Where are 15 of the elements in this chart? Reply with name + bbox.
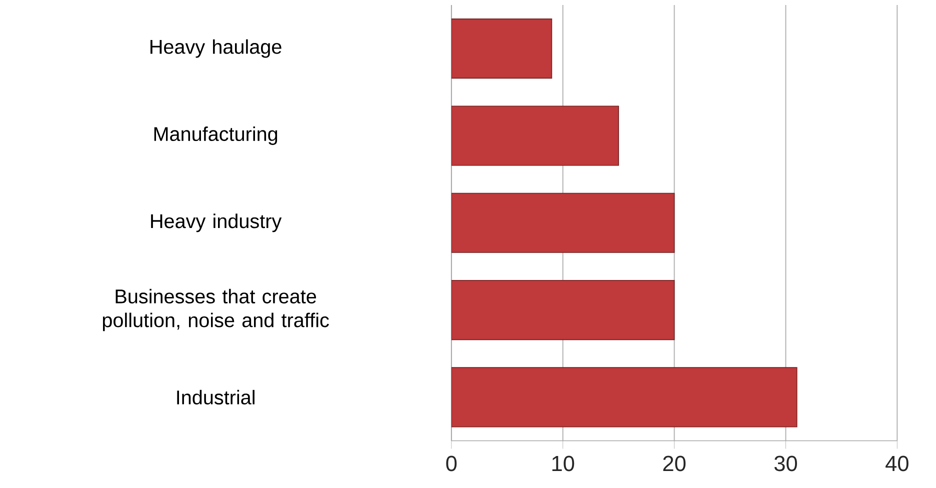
- y-tick-label: Industrial: [177, 390, 254, 405]
- y-tick-label: Heavy industry: [151, 214, 282, 232]
- x-tick-label: 10: [552, 456, 574, 472]
- x-tick-label: 0: [446, 456, 457, 472]
- bar: [451, 280, 675, 340]
- bar: [451, 367, 798, 428]
- bar: [451, 106, 619, 166]
- x-tick-label: 20: [663, 456, 686, 472]
- y-tick-label: Businesses that create pollution, noise and traffic: [102, 289, 329, 332]
- bar: [451, 193, 675, 254]
- y-tick-label: Manufacturing: [154, 126, 278, 146]
- y-tick-label: Heavy haulage: [150, 40, 282, 58]
- x-tick-label: 40: [886, 456, 908, 472]
- bar: [451, 18, 552, 79]
- x-tick-label: 30: [774, 456, 797, 472]
